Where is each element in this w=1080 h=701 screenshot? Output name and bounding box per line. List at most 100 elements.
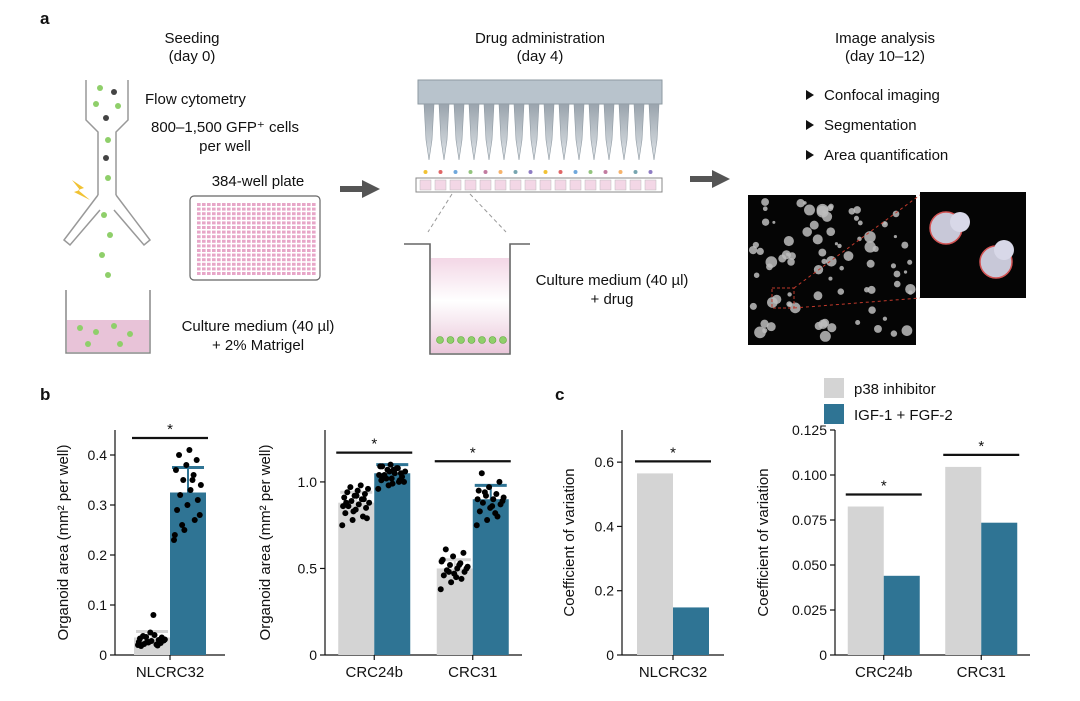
plate-well xyxy=(262,244,266,248)
plate-well xyxy=(262,216,266,220)
plate-well xyxy=(222,230,226,234)
plate-well xyxy=(267,203,271,206)
plate-well xyxy=(267,239,271,243)
plate-well xyxy=(272,267,276,271)
y-tick-label: 0.025 xyxy=(792,602,827,618)
plate-well xyxy=(272,235,276,239)
plate-well xyxy=(227,212,231,216)
plate-well xyxy=(242,253,246,257)
plate-well xyxy=(312,212,316,216)
pipette-tip-icon xyxy=(528,103,540,161)
organoid-blob xyxy=(893,280,901,288)
y-tick-label: 0.050 xyxy=(792,557,827,573)
drug-drop-icon xyxy=(513,170,518,174)
plate-well xyxy=(227,239,231,243)
y-tick-label: 0.5 xyxy=(298,560,318,576)
plate-well xyxy=(297,203,301,206)
plate-well xyxy=(247,203,251,206)
plate-well xyxy=(202,267,206,271)
plate-well xyxy=(262,235,266,239)
organoid-blob xyxy=(890,263,897,269)
plate-well xyxy=(267,226,271,229)
plate-well xyxy=(247,212,251,216)
plate-well xyxy=(247,239,251,243)
data-point xyxy=(147,629,154,636)
plate-well xyxy=(197,212,201,216)
drug-drop-icon xyxy=(633,170,638,174)
plate-well xyxy=(227,262,231,266)
plate-well xyxy=(257,235,261,239)
organoid-blob xyxy=(866,259,875,268)
plate-well xyxy=(307,230,311,234)
bar-control xyxy=(338,502,375,655)
plate-well xyxy=(207,212,211,216)
plate-well xyxy=(242,221,246,225)
organoid-blob xyxy=(787,258,795,266)
data-point xyxy=(489,503,496,510)
analysis-day: (day 10–12) xyxy=(845,48,925,65)
plate-well xyxy=(197,253,201,257)
plate-well xyxy=(302,253,306,257)
plate-well xyxy=(302,203,306,206)
drug-medium-line2: + drug xyxy=(591,291,634,308)
plate-well xyxy=(312,253,316,257)
plate-well xyxy=(297,262,301,266)
plate-well xyxy=(282,207,286,211)
data-point xyxy=(473,522,480,529)
organoid-blob xyxy=(901,241,909,249)
plate-well xyxy=(312,216,316,220)
plate-well xyxy=(287,226,291,229)
plate-well xyxy=(237,207,241,211)
organoid-blob xyxy=(827,205,834,212)
drug-drop-icon xyxy=(573,170,578,174)
data-point xyxy=(171,537,177,543)
organoid-blob xyxy=(821,258,827,265)
organoid-blob xyxy=(761,198,770,206)
plate-well xyxy=(267,253,271,257)
organoid-blob xyxy=(857,220,863,226)
data-point xyxy=(387,461,394,468)
y-tick-label: 0.3 xyxy=(88,497,108,513)
plate-well xyxy=(217,216,221,220)
plate-well xyxy=(277,239,281,243)
bullet-icon xyxy=(806,120,814,130)
y-tick-label: 0 xyxy=(606,647,614,663)
organoid-blob xyxy=(903,270,908,274)
significance-star: * xyxy=(371,436,377,453)
organoid-blob xyxy=(826,227,836,236)
plate-well xyxy=(202,203,206,206)
plate-well xyxy=(287,262,291,266)
data-point xyxy=(481,489,488,496)
plate-well xyxy=(262,272,266,275)
plate-well xyxy=(232,226,236,229)
plate-well xyxy=(217,221,221,225)
y-tick-label: 0.075 xyxy=(792,512,827,528)
plate-well xyxy=(292,249,296,252)
organoid-blob xyxy=(804,204,815,216)
plate-well xyxy=(287,267,291,271)
data-point xyxy=(339,522,346,529)
plate-well xyxy=(312,207,316,211)
data-point xyxy=(190,472,197,478)
plate-well xyxy=(297,226,301,229)
plate-well xyxy=(202,239,206,243)
plate-well xyxy=(292,239,296,243)
pipette-tip-icon xyxy=(438,103,450,161)
plate-well xyxy=(197,235,201,239)
plate-well xyxy=(292,244,296,248)
data-point xyxy=(440,572,447,579)
data-point xyxy=(456,562,463,568)
plate-well xyxy=(247,253,251,257)
plate-well xyxy=(212,230,216,234)
plate-well xyxy=(217,258,221,262)
plate-well xyxy=(227,203,231,206)
plate-well xyxy=(287,212,291,216)
data-point xyxy=(171,532,178,538)
plate-well xyxy=(202,212,206,216)
plate-well xyxy=(302,272,306,275)
plate-well xyxy=(292,262,296,266)
data-point xyxy=(180,477,187,483)
plate-well xyxy=(232,249,236,252)
plate-well xyxy=(232,258,236,262)
plate-well xyxy=(197,221,201,225)
